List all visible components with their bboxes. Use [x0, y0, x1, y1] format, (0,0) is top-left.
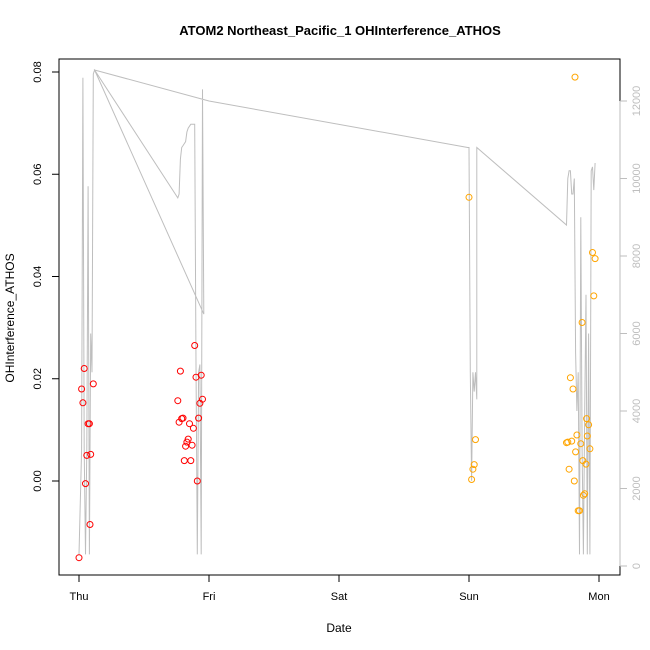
data-point — [80, 365, 88, 372]
data-point — [79, 399, 87, 407]
data-point — [78, 385, 86, 393]
y-axis-left: 0.00 0.02 0.04 0.06 0.08 — [32, 61, 60, 492]
data-point — [576, 507, 583, 515]
data-point — [191, 342, 199, 349]
data-point — [87, 450, 95, 458]
y-axis-right: 0 2000 4000 6000 8000 10000 12000 — [619, 86, 643, 569]
x-axis: Thu Fri Sat Sun Mon — [70, 574, 610, 603]
data-point — [568, 437, 576, 445]
x-tick-label: Sat — [331, 591, 348, 603]
data-point — [565, 465, 573, 473]
data-point — [582, 460, 590, 468]
data-point — [184, 435, 192, 443]
data-point — [86, 521, 94, 528]
data-point — [182, 442, 190, 450]
data-point — [468, 476, 476, 483]
data-point — [586, 445, 594, 453]
data-point — [585, 421, 593, 429]
data-point — [469, 465, 477, 473]
data-point — [174, 397, 182, 405]
y-tick-label: 0.02 — [32, 368, 44, 389]
y2-tick-label: 8000 — [631, 244, 643, 268]
data-point — [83, 451, 91, 459]
data-point — [569, 385, 577, 393]
data-point — [470, 461, 478, 469]
data-point — [579, 491, 587, 499]
y2-tick-label: 6000 — [631, 321, 643, 345]
data-point — [186, 420, 193, 428]
data-point — [82, 480, 89, 488]
x-axis-label: Date — [326, 621, 352, 635]
x-tick-label: Sun — [459, 591, 479, 603]
data-point — [566, 374, 574, 382]
data-point — [195, 414, 203, 422]
data-point — [472, 436, 479, 444]
y2-tick-label: 4000 — [631, 399, 643, 423]
data-point — [577, 440, 585, 448]
data-point — [465, 193, 473, 201]
data-point — [583, 432, 591, 440]
y-axis-label: OHInterference_ATHOS — [3, 253, 17, 382]
data-point — [193, 477, 201, 485]
data-point — [199, 395, 206, 403]
data-point — [85, 420, 93, 428]
data-point — [590, 292, 598, 300]
data-point — [589, 249, 596, 256]
data-point — [583, 415, 591, 423]
data-point — [75, 554, 83, 562]
data-point — [578, 319, 586, 326]
data-point — [188, 441, 196, 449]
y-tick-label: 0.08 — [32, 61, 44, 82]
y-tick-label: 0.00 — [32, 470, 44, 491]
data-point — [89, 380, 97, 388]
y2-tick-label: 0 — [631, 563, 643, 569]
data-point — [572, 448, 580, 456]
point-series — [75, 73, 599, 562]
x-tick-label: Mon — [588, 591, 609, 603]
x-tick-label: Fri — [203, 591, 216, 603]
data-point — [187, 457, 195, 465]
data-point — [176, 367, 184, 375]
plot-frame — [58, 58, 621, 576]
data-point — [197, 371, 205, 379]
data-point — [591, 255, 599, 263]
data-point — [571, 73, 579, 81]
gray-line-series — [78, 68, 596, 555]
gray-line — [78, 68, 596, 555]
data-point — [570, 477, 578, 485]
y2-tick-label: 12000 — [631, 86, 643, 117]
y2-tick-label: 10000 — [631, 163, 643, 194]
y2-tick-label: 2000 — [631, 476, 643, 500]
y-tick-label: 0.06 — [32, 164, 44, 185]
y-tick-label: 0.04 — [32, 266, 44, 287]
data-point — [179, 414, 187, 422]
data-point — [180, 457, 188, 465]
data-point — [573, 431, 581, 439]
data-point — [189, 424, 197, 432]
data-point — [564, 438, 572, 446]
x-tick-label: Thu — [70, 591, 89, 603]
chart-title: ATOM2 Northeast_Pacific_1 OHInterference… — [179, 23, 501, 38]
data-point — [581, 490, 589, 498]
